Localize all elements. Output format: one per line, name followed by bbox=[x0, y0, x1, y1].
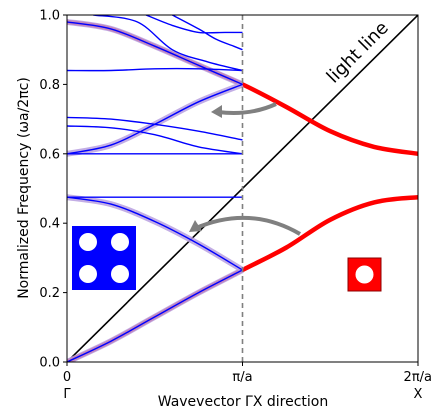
square-lattice-2x2-inset bbox=[72, 226, 136, 290]
blue-band-line bbox=[67, 116, 243, 141]
y-tick-label: 0.0 bbox=[39, 356, 60, 371]
square-lattice-1x1-inset bbox=[347, 257, 382, 292]
y-tick-label: 0.8 bbox=[39, 78, 60, 93]
y-tick-label: 1.0 bbox=[39, 9, 60, 24]
inset-2x2-background bbox=[72, 226, 136, 290]
y-axis-label: Normalized Frequency (ωa/2πc) bbox=[16, 77, 32, 299]
y-tick-label: 0.6 bbox=[39, 147, 60, 162]
blue-band-line bbox=[145, 15, 243, 34]
fold-arrow-upper-head bbox=[211, 105, 222, 118]
x-tick-label: π/a bbox=[232, 370, 252, 385]
bands-layer bbox=[67, 15, 418, 362]
x-tick-label: 2π/a bbox=[404, 370, 432, 385]
folded-band-highlight bbox=[67, 18, 244, 88]
fold-arrow-lower-head bbox=[189, 220, 202, 232]
inset-2x2-hole bbox=[79, 233, 97, 251]
x-axis-label: Wavevector ΓX direction bbox=[158, 394, 328, 410]
blue-band-line bbox=[67, 269, 243, 362]
inset-2x2-hole bbox=[79, 265, 97, 283]
blue-band-line bbox=[67, 21, 243, 86]
fold-arrow-upper bbox=[217, 102, 277, 115]
y-tick-label: 0.4 bbox=[39, 217, 60, 232]
blue-band-line bbox=[67, 196, 243, 271]
fold-arrow-lower bbox=[195, 215, 302, 236]
insets-layer bbox=[72, 226, 382, 292]
blue-band-line bbox=[67, 67, 243, 72]
light-line-annotation: light line bbox=[323, 17, 393, 87]
inset-2x2-hole bbox=[111, 265, 129, 283]
x-tick-label: 0 bbox=[63, 370, 71, 385]
blue-band-line bbox=[67, 125, 243, 155]
symmetry-point-label: Γ bbox=[63, 387, 71, 402]
arrows-layer bbox=[189, 102, 302, 236]
blue-band-line bbox=[93, 15, 243, 72]
symmetry-point-label: X bbox=[414, 387, 423, 402]
blue-band-line bbox=[67, 83, 243, 155]
axes-layer: 0.0 0.2 0.4 0.6 0.8 1.0 0 Γπ/a 2π/a X bbox=[39, 9, 432, 403]
plot-area bbox=[67, 15, 418, 362]
blue-band-line bbox=[171, 15, 243, 51]
inset-1x1-hole bbox=[355, 265, 374, 284]
y-tick-label: 0.2 bbox=[39, 286, 60, 301]
inset-2x2-hole bbox=[111, 233, 129, 251]
